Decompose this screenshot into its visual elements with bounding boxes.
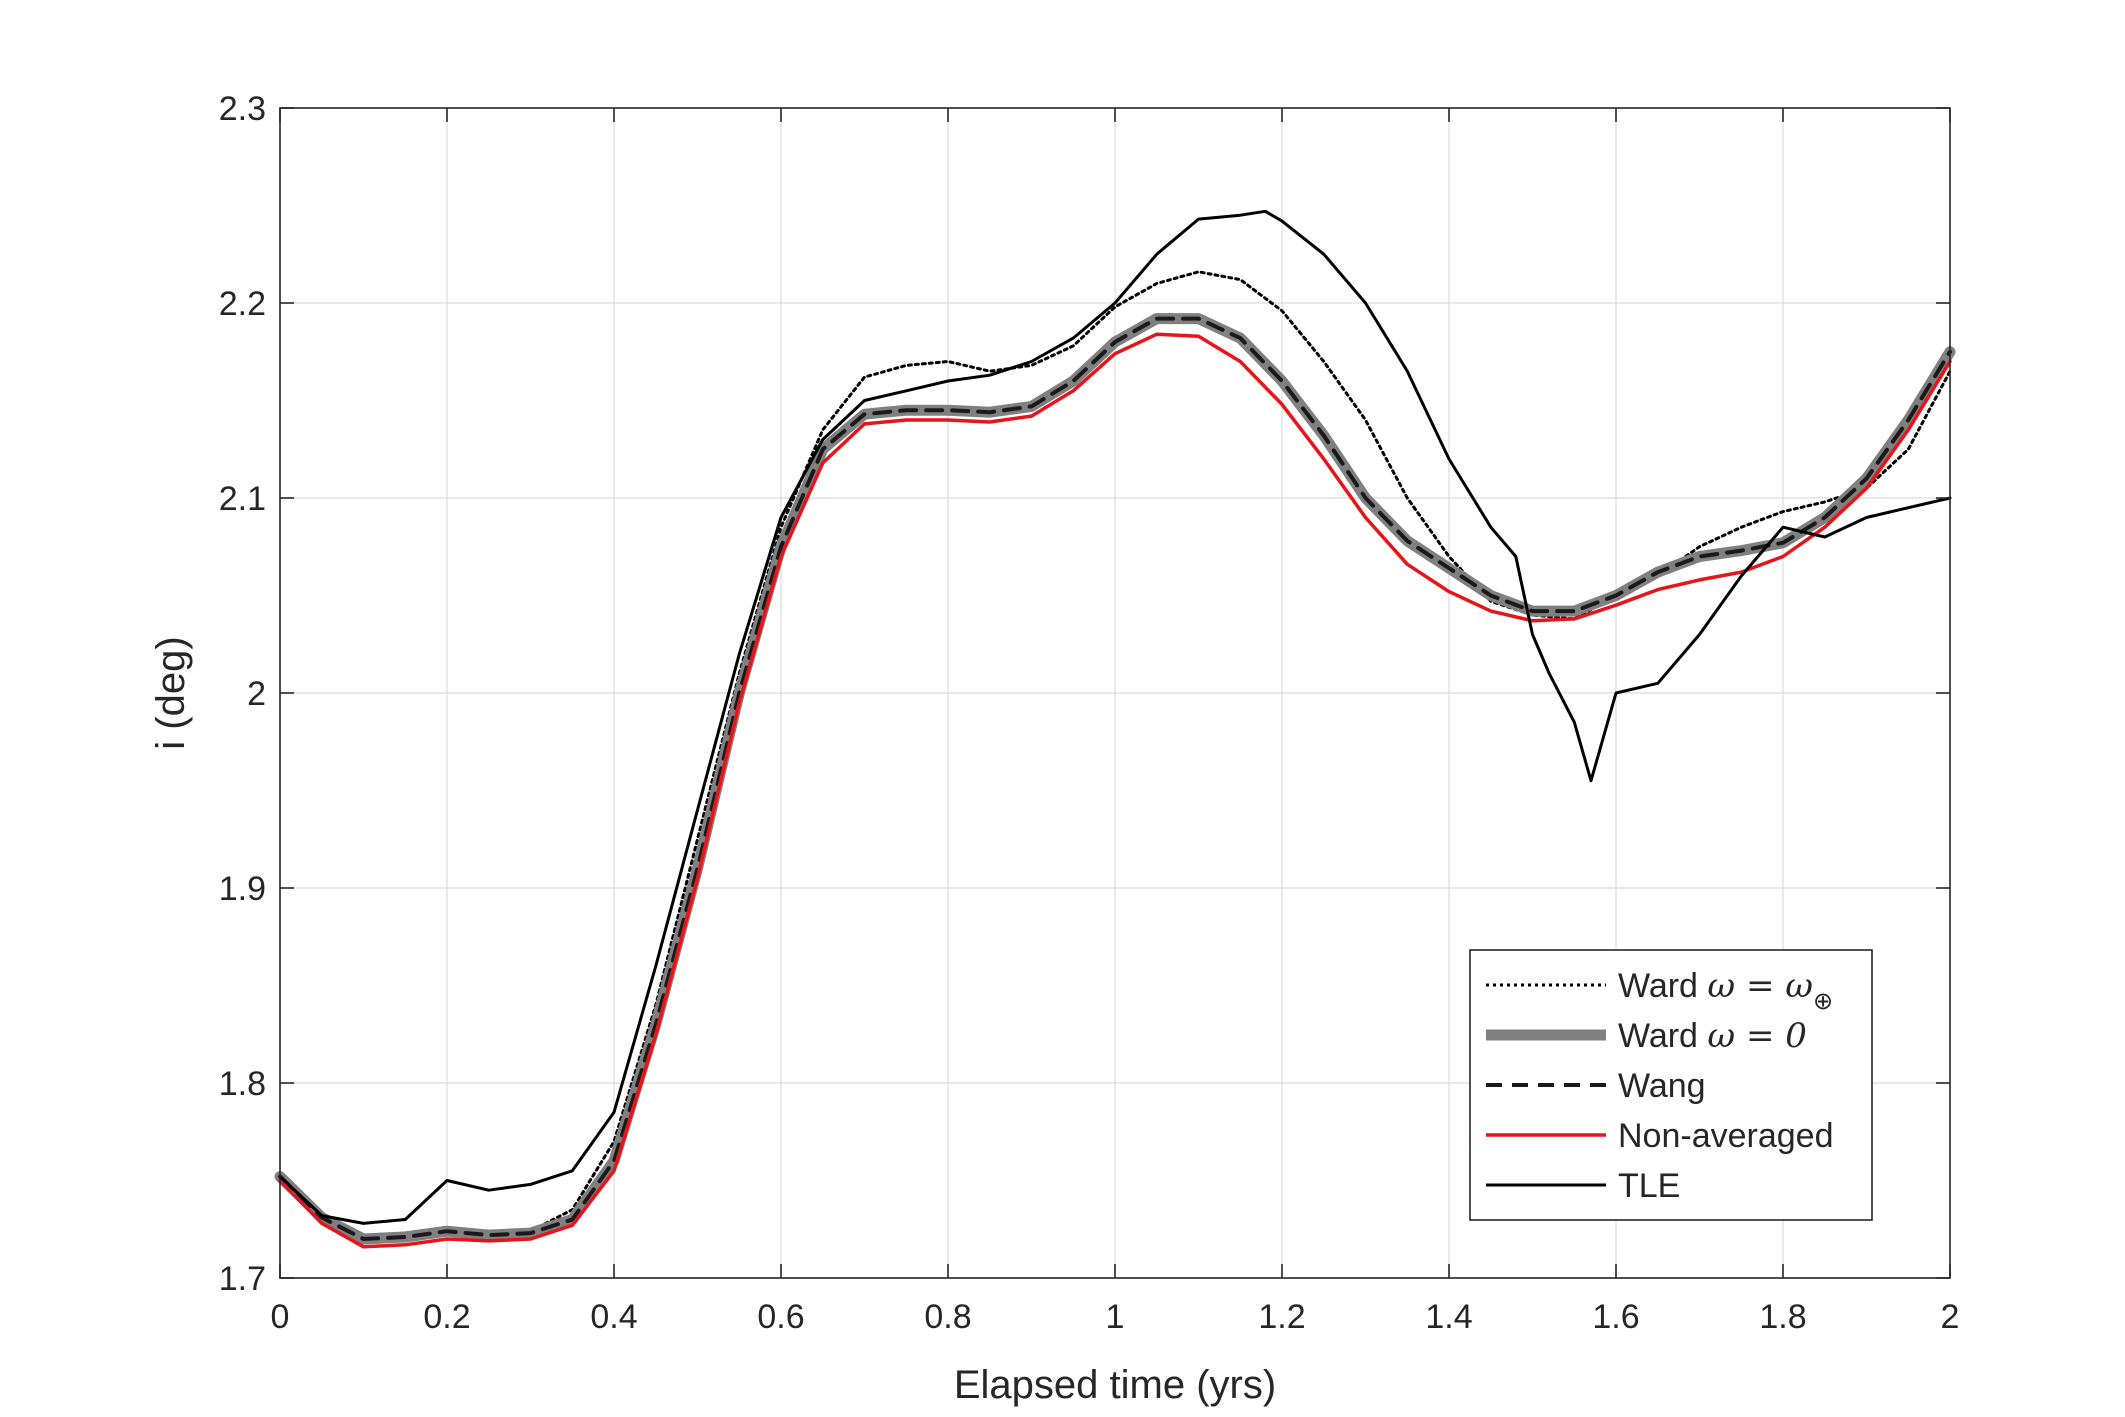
legend-label-text: Non-averaged bbox=[1618, 1117, 1833, 1155]
x-tick-label: 1.6 bbox=[1592, 1298, 1639, 1336]
legend-label-text: TLE bbox=[1618, 1167, 1680, 1205]
legend-label: TLE bbox=[1618, 1167, 1680, 1205]
x-tick-label: 0 bbox=[271, 1298, 290, 1336]
data-series bbox=[274, 209, 1956, 1249]
x-axis-label: Elapsed time (yrs) bbox=[954, 1363, 1276, 1407]
y-tick-label: 1.7 bbox=[219, 1260, 266, 1298]
x-tick-label: 1.8 bbox=[1759, 1298, 1806, 1336]
legend-label-symbol: ω = ω bbox=[1707, 966, 1813, 1006]
x-tick-label: 1.2 bbox=[1258, 1298, 1305, 1336]
legend-label-subscript: ⊕ bbox=[1813, 988, 1833, 1015]
legend-label: Ward ω = ω⊕ bbox=[1618, 966, 1833, 1015]
y-tick-label: 1.9 bbox=[219, 870, 266, 908]
legend-label-symbol: ω = 0 bbox=[1707, 1016, 1806, 1056]
series-line-solid-red bbox=[278, 332, 1952, 1249]
x-tick-label: 2 bbox=[1941, 1298, 1960, 1336]
y-tick-label: 1.8 bbox=[219, 1065, 266, 1103]
x-tick-label: 0.8 bbox=[924, 1298, 971, 1336]
legend-label: Ward ω = 0 bbox=[1618, 1016, 1807, 1056]
x-tick-label: 0.2 bbox=[423, 1298, 470, 1336]
x-tick-label: 0.6 bbox=[757, 1298, 804, 1336]
x-tick-label: 1 bbox=[1106, 1298, 1125, 1336]
axis-ticks: 0 0.2 0.4 0.6 0.8 1 1.2 1.4 1.6 1.8 2 1.7 1.8 1.9 2 2.1… bbox=[219, 90, 1960, 1336]
legend-label: Wang bbox=[1618, 1067, 1706, 1105]
x-tick-label: 0.4 bbox=[590, 1298, 637, 1336]
y-axis-label: i (deg) bbox=[149, 636, 193, 749]
y-tick-label: 2 bbox=[247, 675, 266, 713]
x-tick-label: 1.4 bbox=[1425, 1298, 1472, 1336]
legend-label-text: Ward bbox=[1618, 967, 1707, 1005]
legend-label-text: Wang bbox=[1618, 1067, 1706, 1105]
y-tick-label: 2.3 bbox=[219, 90, 266, 128]
series-line-solid-black bbox=[278, 209, 1952, 1225]
y-tick-label: 2.2 bbox=[219, 285, 266, 323]
series-line-dashed bbox=[278, 316, 1952, 1241]
y-tick-label: 2.1 bbox=[219, 480, 266, 518]
legend-label: Non-averaged bbox=[1618, 1117, 1833, 1155]
legend-box bbox=[1469, 949, 1873, 1221]
legend-label-text: Ward bbox=[1618, 1017, 1707, 1055]
